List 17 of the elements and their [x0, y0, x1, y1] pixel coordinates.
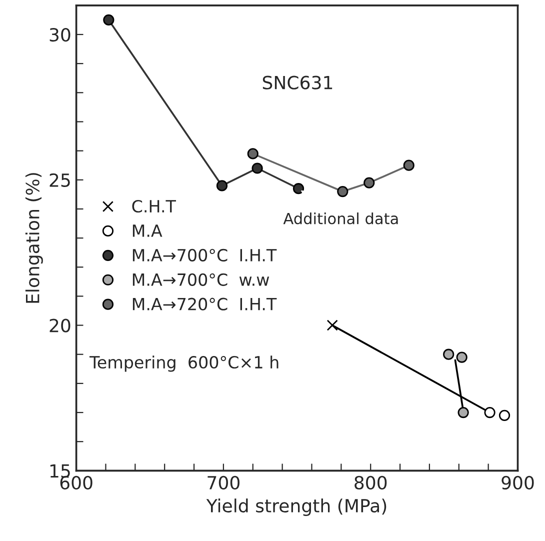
annotation: Tempering 600°C×1 h	[89, 356, 278, 372]
y-tick-label: 30	[50, 28, 70, 42]
legend-label: M.A→700°C w.w	[132, 273, 270, 286]
x-tick-label: 800	[354, 476, 387, 490]
x-axis-title: Yield strength (MPa)	[206, 498, 386, 516]
y-tick-label: 25	[50, 173, 70, 187]
y-tick-label: 20	[50, 318, 70, 332]
legend-label: M.A→700°C I.H.T	[132, 248, 277, 262]
y-axis-title: Elongation (%)	[25, 173, 43, 303]
x-tick-label: 700	[208, 476, 240, 490]
legend-label: C.H.T	[132, 200, 176, 213]
annotation: Additional data	[283, 212, 398, 224]
legend-label: M.A→720°C I.H.T	[132, 298, 277, 310]
x-tick-label: 900	[502, 476, 534, 490]
annotation: SNC631	[262, 76, 332, 90]
x-tick-label: 600	[60, 476, 92, 490]
legend-label: M.A	[132, 224, 162, 237]
